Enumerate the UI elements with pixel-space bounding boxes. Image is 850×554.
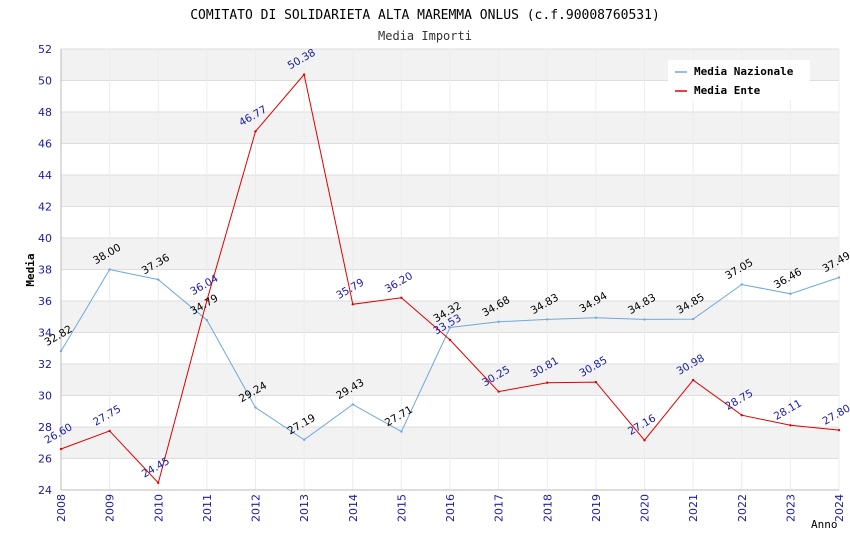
x-axis-ticks: 2008 2009 2010 2011 2012 2013 2014 2015 2016 2017… [55, 494, 846, 522]
chart-subtitle: Media Importi [378, 29, 472, 43]
x-tick-label: 2021 [687, 494, 700, 522]
x-tick-label: 2015 [395, 494, 408, 522]
data-point [254, 406, 256, 408]
x-tick-label: 2014 [347, 494, 360, 522]
y-tick-label: 52 [38, 43, 52, 56]
x-tick-label: 2012 [250, 494, 263, 522]
y-tick-label: 26 [38, 453, 52, 466]
y-tick-label: 36 [38, 295, 52, 308]
data-point [838, 276, 840, 278]
data-point [60, 350, 62, 352]
data-point [789, 293, 791, 295]
data-point [108, 268, 110, 270]
x-tick-label: 2008 [55, 494, 68, 522]
y-tick-label: 40 [38, 232, 52, 245]
x-tick-label: 2022 [736, 494, 749, 522]
y-tick-label: 32 [38, 358, 52, 371]
data-point [595, 381, 597, 383]
data-point [497, 390, 499, 392]
chart-title: COMITATO DI SOLIDARIETA ALTA MAREMMA ONL… [190, 8, 660, 23]
data-point [60, 448, 62, 450]
y-tick-label: 44 [38, 169, 52, 182]
data-point [206, 319, 208, 321]
x-tick-label: 2017 [493, 494, 506, 522]
x-axis-label: Anno [811, 518, 838, 531]
data-point [497, 321, 499, 323]
data-point [643, 318, 645, 320]
y-tick-label: 42 [38, 201, 52, 214]
data-point [254, 130, 256, 132]
data-point [157, 482, 159, 484]
y-axis-label: Media [24, 253, 37, 286]
data-point [546, 318, 548, 320]
x-tick-label: 2019 [590, 494, 603, 522]
x-tick-label: 2011 [201, 494, 214, 522]
data-point [352, 303, 354, 305]
x-tick-label: 2013 [298, 494, 311, 522]
data-point [643, 439, 645, 441]
x-tick-label: 2010 [152, 494, 165, 522]
data-point [400, 297, 402, 299]
x-tick-label: 2018 [541, 494, 554, 522]
data-point [741, 414, 743, 416]
data-point [595, 316, 597, 318]
x-tick-label: 2020 [639, 494, 652, 522]
data-point [303, 439, 305, 441]
x-tick-label: 2009 [104, 494, 117, 522]
data-point [789, 424, 791, 426]
y-tick-label: 38 [38, 264, 52, 277]
data-point [838, 429, 840, 431]
x-tick-label: 2016 [444, 494, 457, 522]
y-tick-label: 24 [38, 484, 52, 497]
y-tick-label: 30 [38, 390, 52, 403]
legend-label-media-ente: Media Ente [694, 84, 761, 97]
data-point [303, 73, 305, 75]
legend: Media Nazionale Media Ente [668, 60, 810, 100]
data-point [400, 430, 402, 432]
data-point [692, 379, 694, 381]
y-tick-label: 46 [38, 138, 52, 151]
y-tick-label: 50 [38, 75, 52, 88]
data-point [157, 278, 159, 280]
data-point [352, 403, 354, 405]
legend-label-media-nazionale: Media Nazionale [694, 65, 794, 78]
data-point [449, 339, 451, 341]
x-tick-label: 2023 [784, 494, 797, 522]
data-point [546, 382, 548, 384]
y-tick-label: 48 [38, 106, 52, 119]
data-point [692, 318, 694, 320]
data-point [108, 430, 110, 432]
data-point [741, 283, 743, 285]
